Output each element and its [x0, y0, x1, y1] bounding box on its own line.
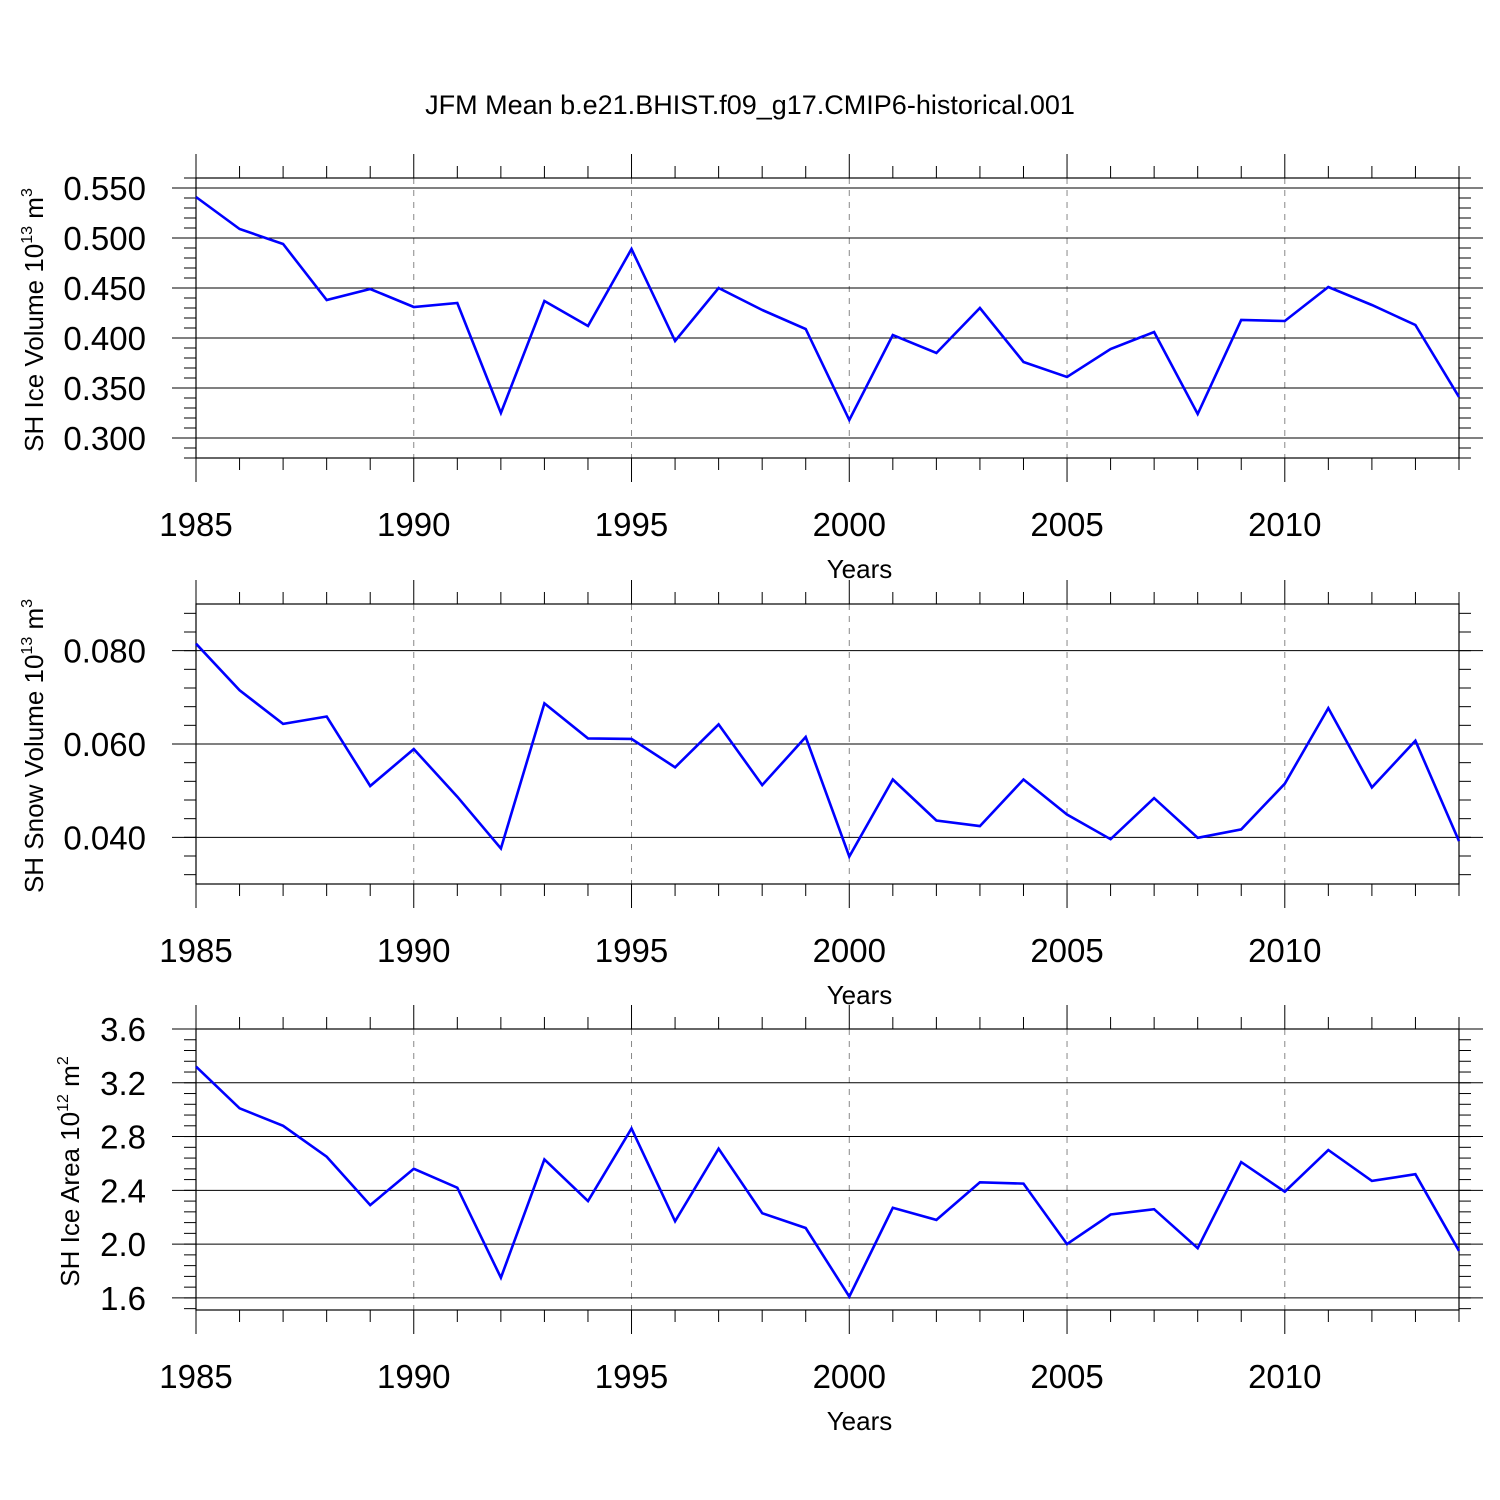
x-tick-label: 2010 [1248, 1358, 1321, 1395]
y-tick-label: 2.8 [100, 1119, 146, 1156]
x-tick-label: 2000 [813, 932, 886, 969]
x-tick-label: 2005 [1030, 932, 1103, 969]
y-label-superscript: 3 [19, 188, 36, 197]
chart-panel-2: 0.040 0.060 0.080 1985 1990 1995 2000 2005 2010 Y… [19, 580, 1483, 1010]
x-tick-label: 1985 [159, 506, 232, 543]
y-tick-label: 0.400 [63, 320, 146, 357]
y-axis-label: SH Ice Volume 1013 m3 [19, 188, 49, 452]
y-tick-label: 3.6 [100, 1011, 146, 1048]
y-label-part: SH Snow Volume 10 [19, 655, 49, 893]
x-tick-label: 2005 [1030, 1358, 1103, 1395]
x-tick-label: 2000 [813, 1358, 886, 1395]
x-tick-label: 2005 [1030, 506, 1103, 543]
y-tick-label: 2.4 [100, 1172, 146, 1209]
y-label-superscript: 13 [19, 226, 36, 244]
y-label-superscript: 3 [19, 599, 36, 608]
y-label-superscript: 13 [19, 637, 36, 655]
series-line [195, 195, 1461, 423]
x-tick-label: 1985 [159, 1358, 232, 1395]
series-line [195, 1065, 1461, 1300]
x-tick-label: 1985 [159, 932, 232, 969]
y-tick-label: 0.500 [63, 220, 146, 257]
y-label-superscript: 2 [55, 1056, 72, 1065]
y-label-part: SH Ice Area 10 [55, 1112, 85, 1287]
chart-panel-1: 0.300 0.350 0.400 0.450 0.500 0.550 1985 1990 19… [19, 154, 1483, 584]
x-tick-label: 2000 [813, 506, 886, 543]
x-axis-label: Years [827, 554, 893, 584]
plot-frame [195, 177, 1460, 459]
y-tick-label: 0.450 [63, 270, 146, 307]
y-label-part: SH Ice Volume 10 [19, 244, 49, 452]
x-tick-label: 1995 [595, 932, 668, 969]
x-tick-label: 1990 [377, 1358, 450, 1395]
x-tick-label: 2010 [1248, 506, 1321, 543]
y-axis-label: SH Ice Area 1012 m2 [55, 1056, 85, 1287]
x-tick-label: 1990 [377, 506, 450, 543]
y-tick-label: 2.0 [100, 1226, 146, 1263]
y-label-superscript: 12 [55, 1094, 72, 1112]
x-tick-label: 1995 [595, 1358, 668, 1395]
y-tick-label: 0.550 [63, 170, 146, 207]
x-tick-label: 1990 [377, 932, 450, 969]
y-tick-label: 3.2 [100, 1065, 146, 1102]
series-line [195, 642, 1461, 860]
y-label-part: m [19, 197, 49, 226]
y-label-part: m [55, 1065, 85, 1094]
x-tick-label: 2010 [1248, 932, 1321, 969]
y-axis-label: SH Snow Volume 1013 m3 [19, 599, 49, 893]
y-tick-label: 0.080 [63, 633, 146, 670]
x-axis-label: Years [827, 1406, 893, 1436]
x-axis-label: Years [827, 980, 893, 1010]
y-tick-label: 0.060 [63, 726, 146, 763]
plot-frame [195, 1028, 1460, 1311]
y-tick-label: 0.040 [63, 819, 146, 856]
y-tick-label: 0.350 [63, 370, 146, 407]
y-tick-label: 0.300 [63, 420, 146, 457]
y-tick-label: 1.6 [100, 1280, 146, 1317]
y-label-part: m [19, 608, 49, 637]
chart-title: JFM Mean b.e21.BHIST.f09_g17.CMIP6-histo… [425, 90, 1075, 120]
x-tick-label: 1995 [595, 506, 668, 543]
chart-panel-3: 1.6 2.0 2.4 2.8 3.2 3.6 1985 1990 1995 2000 2005 20… [55, 1005, 1483, 1436]
